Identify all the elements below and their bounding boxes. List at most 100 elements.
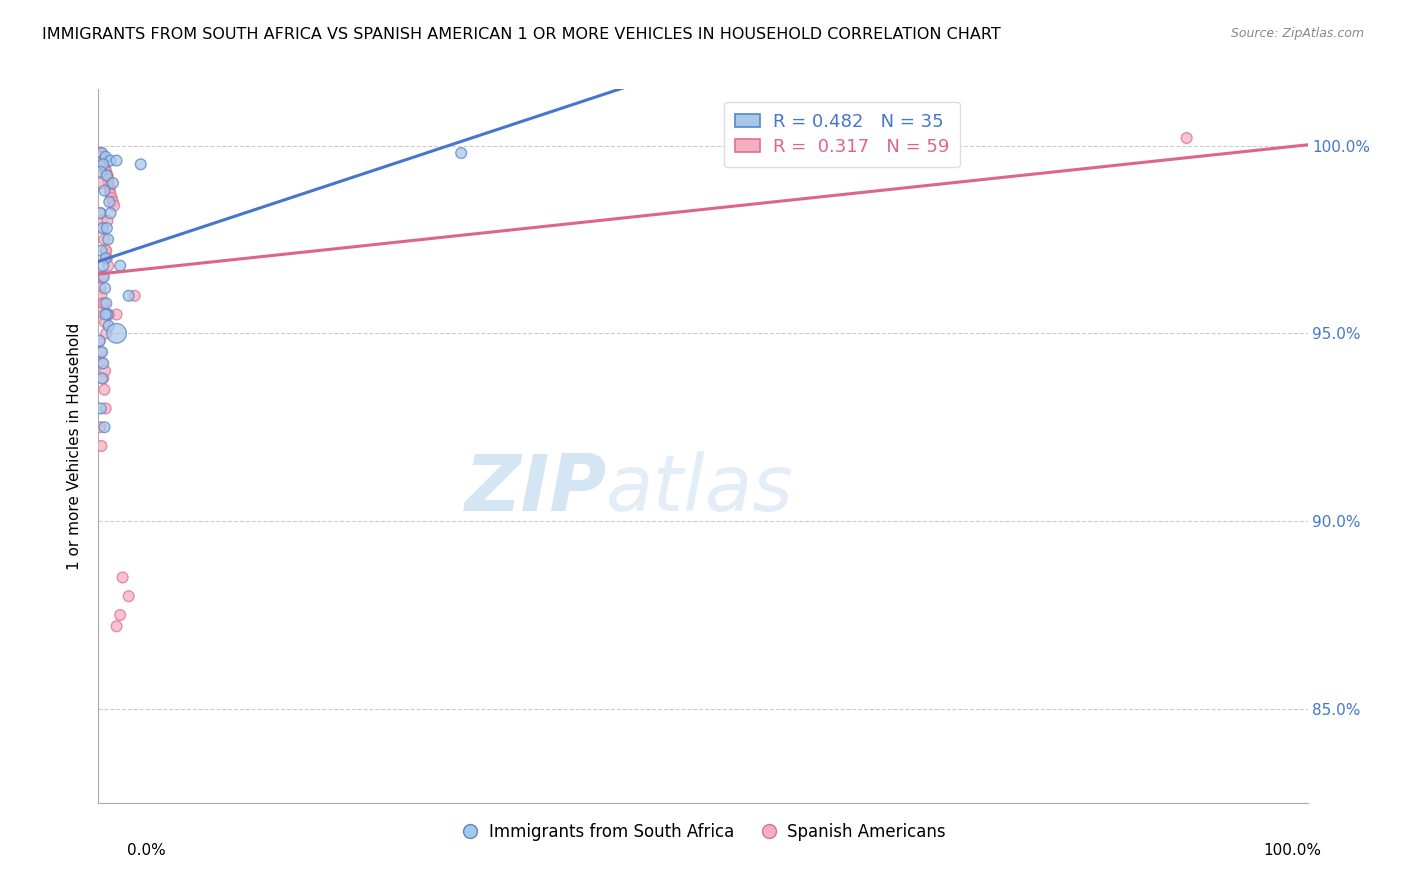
Point — [108, 607, 131, 622]
Point — [94, 281, 117, 295]
Point — [103, 199, 125, 213]
Point — [89, 281, 111, 295]
Point — [105, 153, 128, 168]
Point — [97, 172, 120, 186]
Point — [1175, 131, 1198, 145]
Point — [100, 191, 122, 205]
Point — [96, 169, 118, 183]
Point — [96, 296, 118, 310]
Point — [96, 244, 118, 258]
Point — [105, 308, 128, 322]
Point — [90, 345, 112, 359]
Point — [96, 221, 118, 235]
Point — [96, 308, 118, 322]
Point — [89, 334, 111, 348]
Point — [97, 176, 120, 190]
Point — [91, 213, 114, 227]
Point — [93, 270, 115, 285]
Point — [91, 356, 114, 370]
Point — [124, 289, 146, 303]
Point — [91, 371, 114, 385]
Point — [96, 251, 118, 265]
Point — [90, 244, 112, 258]
Point — [97, 308, 120, 322]
Point — [93, 308, 115, 322]
Point — [91, 259, 114, 273]
Point — [96, 169, 118, 183]
Point — [90, 146, 112, 161]
Point — [90, 206, 112, 220]
Point — [91, 153, 114, 168]
Point — [97, 318, 120, 333]
Point — [91, 146, 114, 161]
Point — [97, 259, 120, 273]
Point — [91, 157, 114, 171]
Point — [97, 232, 120, 246]
Point — [93, 420, 115, 434]
Point — [98, 184, 121, 198]
Point — [98, 179, 121, 194]
Point — [101, 194, 124, 209]
Point — [91, 270, 114, 285]
Point — [94, 165, 117, 179]
Point — [129, 157, 152, 171]
Point — [89, 150, 111, 164]
Point — [89, 206, 111, 220]
Point — [89, 157, 111, 171]
Text: Source: ZipAtlas.com: Source: ZipAtlas.com — [1230, 27, 1364, 40]
Y-axis label: 1 or more Vehicles in Household: 1 or more Vehicles in Household — [67, 322, 83, 570]
Point — [93, 296, 115, 310]
Point — [90, 439, 112, 453]
Point — [105, 619, 128, 633]
Point — [90, 165, 112, 179]
Point — [94, 364, 117, 378]
Point — [450, 146, 472, 161]
Text: IMMIGRANTS FROM SOUTH AFRICA VS SPANISH AMERICAN 1 OR MORE VEHICLES IN HOUSEHOLD: IMMIGRANTS FROM SOUTH AFRICA VS SPANISH … — [42, 27, 1001, 42]
Point — [90, 289, 112, 303]
Point — [108, 259, 131, 273]
Point — [90, 150, 112, 164]
Point — [105, 326, 128, 341]
Point — [91, 296, 114, 310]
Point — [93, 232, 115, 246]
Point — [118, 289, 141, 303]
Point — [89, 270, 111, 285]
Point — [111, 570, 134, 584]
Point — [91, 157, 114, 171]
Point — [91, 356, 114, 370]
Point — [94, 315, 117, 329]
Point — [98, 194, 121, 209]
Legend: Immigrants from South Africa, Spanish Americans: Immigrants from South Africa, Spanish Am… — [454, 817, 952, 848]
Point — [89, 334, 111, 348]
Point — [94, 161, 117, 175]
Point — [91, 221, 114, 235]
Point — [118, 589, 141, 603]
Point — [89, 420, 111, 434]
Point — [93, 184, 115, 198]
Point — [90, 401, 112, 416]
Point — [100, 187, 122, 202]
Point — [89, 146, 111, 161]
Point — [93, 383, 115, 397]
Point — [91, 153, 114, 168]
Point — [91, 345, 114, 359]
Point — [93, 161, 115, 175]
Point — [96, 169, 118, 183]
Point — [101, 176, 124, 190]
Text: 0.0%: 0.0% — [127, 843, 166, 858]
Point — [96, 165, 118, 179]
Text: ZIP: ZIP — [464, 450, 606, 527]
Point — [91, 371, 114, 385]
Point — [93, 157, 115, 171]
Point — [94, 244, 117, 258]
Point — [96, 326, 118, 341]
Text: atlas: atlas — [606, 450, 794, 527]
Point — [100, 206, 122, 220]
Point — [90, 176, 112, 190]
Text: 100.0%: 100.0% — [1264, 843, 1322, 858]
Point — [94, 150, 117, 164]
Point — [94, 401, 117, 416]
Point — [96, 213, 118, 227]
Point — [100, 153, 122, 168]
Point — [94, 308, 117, 322]
